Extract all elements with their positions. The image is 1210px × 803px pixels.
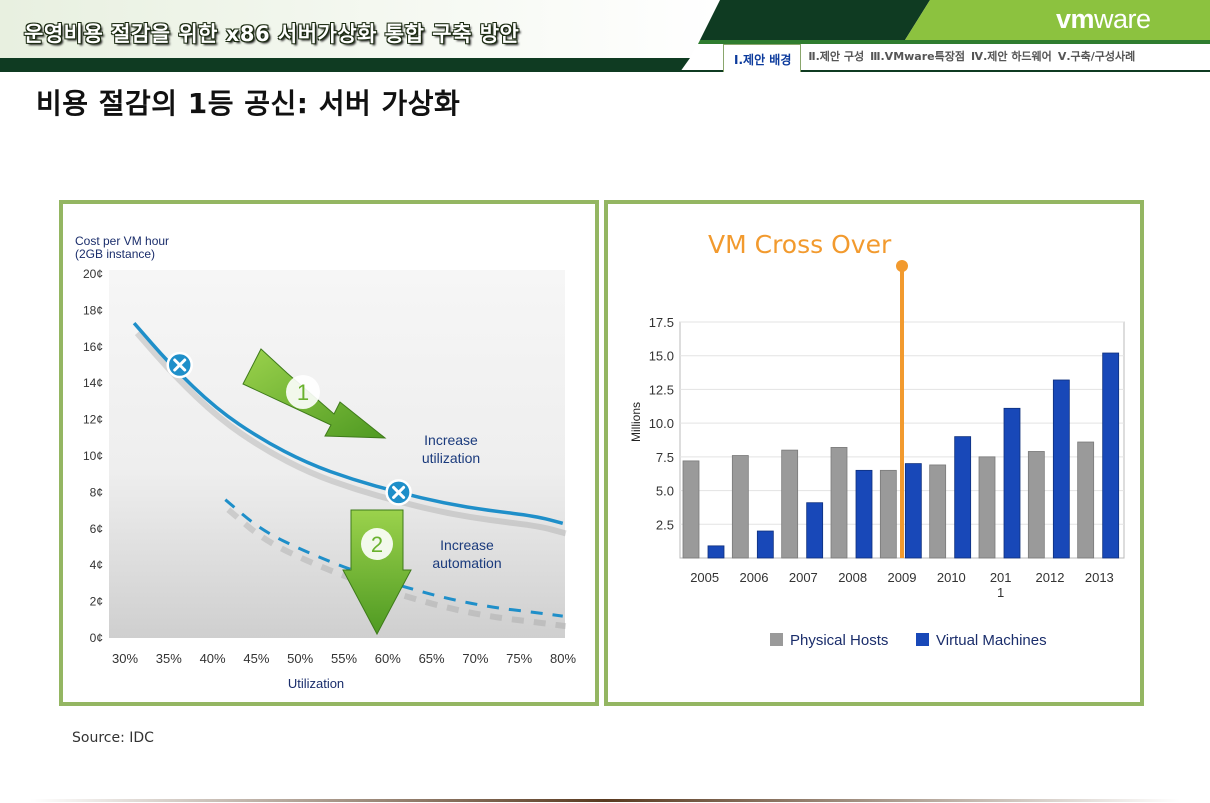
increase-automation-arrow: 2 (342, 509, 412, 636)
chart-title: VM Cross Over (708, 230, 892, 259)
x-tick-label: 65% (419, 651, 445, 666)
legend-swatch (916, 633, 929, 646)
legend-swatch (770, 633, 783, 646)
y-tick-label: 5.0 (656, 484, 674, 499)
bar-physical-hosts (731, 455, 749, 559)
annotation-number-1: 1 (297, 380, 309, 405)
y-tick-label: 2.5 (656, 517, 674, 532)
y-tick-label: 14¢ (83, 376, 103, 390)
y-tick-label: 10¢ (83, 449, 103, 463)
y-axis-label-line2: (2GB instance) (75, 247, 155, 261)
plot-area (109, 270, 565, 638)
y-tick-label: 18¢ (83, 303, 103, 317)
x-tick-label: 50% (287, 651, 313, 666)
bar-physical-hosts (929, 464, 947, 559)
y-tick-label: 12.5 (649, 382, 674, 397)
tab-proposal-configuration[interactable]: Ⅱ.제안 구성 (808, 50, 865, 63)
bar-virtual-machines (904, 463, 922, 559)
cost-curve-shadow (134, 331, 567, 537)
x-tick-label: 40% (200, 651, 226, 666)
y-axis-label-line1: Cost per VM hour (75, 234, 169, 248)
x-tick-label: 2010 (937, 570, 966, 585)
page-title: 비용 절감의 1등 공신: 서버 가상화 (36, 87, 461, 120)
annotation-number-2: 2 (371, 532, 383, 557)
bar-physical-hosts (682, 460, 700, 559)
curve-marker (385, 479, 412, 506)
presentation-title: 운영비용 절감을 위한 x86 서버가상화 통합 구축 방안 (24, 22, 520, 46)
y-tick-label: 2¢ (90, 595, 103, 609)
y-tick-label: 16¢ (83, 340, 103, 354)
y-tick-label: 4¢ (90, 558, 103, 572)
curve-marker (166, 351, 193, 379)
tab-build-cases[interactable]: Ⅴ.구축/구성사례 (1057, 50, 1136, 63)
cost-chart-panel: Cost per VM hour (2GB instance) Utilizat… (59, 200, 599, 706)
annotation-utilization-line1: Increase (424, 432, 478, 448)
annotation-automation-line1: Increase (440, 537, 494, 553)
x-tick-label: 70% (462, 651, 488, 666)
vm-crossover-panel: VM Cross Over Millions 2.5 5.0 7.5 10.0 12.5… (604, 200, 1144, 706)
y-axis-label: Millions (629, 402, 643, 442)
x-tick-label: 45% (243, 651, 269, 666)
bar-virtual-machines (707, 545, 725, 559)
bar-virtual-machines (1003, 407, 1021, 559)
tab-proposal-hardware[interactable]: Ⅳ.제안 하드웨어 (970, 50, 1052, 63)
x-tick-label: 80% (550, 651, 576, 666)
bar-virtual-machines (756, 530, 774, 559)
x-tick-label: 2013 (1085, 570, 1114, 585)
y-tick-label: 8¢ (90, 485, 103, 499)
x-tick-label: 60% (375, 651, 401, 666)
bar-virtual-machines (806, 502, 824, 559)
bar-physical-hosts (1077, 441, 1095, 559)
tab-vmware-features[interactable]: Ⅲ.VMware특장점 (870, 50, 965, 63)
vmware-logo: vmware (1056, 4, 1151, 34)
x-axis-label: Utilization (288, 676, 344, 691)
y-tick-label: 20¢ (83, 267, 103, 281)
tab-proposal-background[interactable]: Ⅰ.제안 배경 (723, 44, 802, 72)
vm-crossover-chart: VM Cross Over Millions 2.5 5.0 7.5 10.0 12.5… (629, 230, 1125, 649)
legend-virtual-machines: Virtual Machines (936, 632, 1047, 649)
x-tick-label: 2007 (789, 570, 818, 585)
bar-virtual-machines (1102, 352, 1120, 559)
bar-physical-hosts (781, 449, 799, 559)
x-tick-label: 2009 (888, 570, 917, 585)
section-nav: Ⅰ.제안 배경 Ⅱ.제안 구성 Ⅲ.VMware특장점 Ⅳ.제안 하드웨어 Ⅴ.… (723, 44, 1138, 72)
y-tick-label: 10.0 (649, 416, 674, 431)
bar-physical-hosts (1027, 451, 1045, 559)
cost-per-vm-chart: Cost per VM hour (2GB instance) Utilizat… (75, 234, 576, 691)
source-note: Source: IDC (72, 730, 154, 746)
x-tick-label: 75% (506, 651, 532, 666)
x-tick-label: 30% (112, 651, 138, 666)
x-tick-label: 2006 (740, 570, 769, 585)
y-tick-label: 15.0 (649, 349, 674, 364)
bar-physical-hosts (830, 447, 848, 559)
x-tick-label: 2005 (690, 570, 719, 585)
y-tick-label: 0¢ (90, 631, 103, 645)
x-tick-label: 2008 (838, 570, 867, 585)
bar-virtual-machines (855, 469, 873, 559)
legend-physical-hosts: Physical Hosts (790, 632, 888, 649)
annotation-automation-line2: automation (432, 555, 501, 571)
x-tick-label: 2012 (1036, 570, 1065, 585)
increase-utilization-arrow: 1 (242, 348, 387, 439)
bar-virtual-machines (1052, 379, 1070, 559)
annotation-utilization-line2: utilization (422, 450, 480, 466)
y-tick-label: 6¢ (90, 522, 103, 536)
footer-divider (30, 799, 1180, 802)
bar-physical-hosts (978, 456, 996, 559)
bar-virtual-machines (954, 436, 972, 559)
y-tick-label: 7.5 (656, 450, 674, 465)
crossover-dot (896, 260, 908, 272)
x-tick-label: 1 (997, 585, 1004, 600)
header-bar (0, 0, 1210, 72)
bar-physical-hosts (879, 469, 897, 559)
x-tick-label: 35% (156, 651, 182, 666)
x-tick-label: 55% (331, 651, 357, 666)
y-tick-label: 12¢ (83, 413, 103, 427)
y-tick-label: 17.5 (649, 315, 674, 330)
x-tick-label: 201 (990, 570, 1012, 585)
